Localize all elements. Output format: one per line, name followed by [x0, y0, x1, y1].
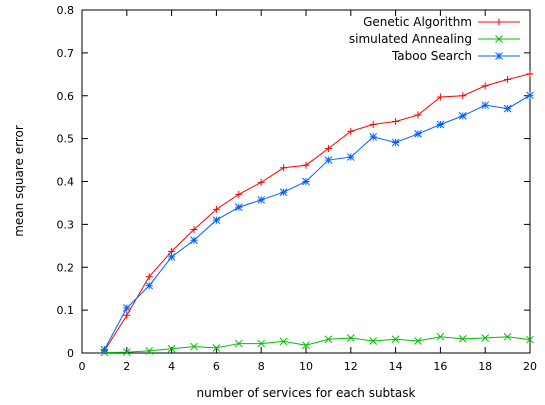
data-point — [145, 347, 154, 355]
y-tick-label: 0.8 — [57, 4, 75, 17]
data-point — [481, 334, 490, 342]
data-point — [459, 92, 467, 100]
data-point — [167, 344, 176, 353]
data-point — [167, 253, 176, 261]
data-point — [235, 190, 243, 198]
data-point — [369, 120, 377, 128]
data-point — [234, 203, 243, 212]
data-point — [391, 138, 400, 147]
x-tick-label: 6 — [213, 360, 220, 373]
legend-label: Taboo Search — [391, 49, 472, 63]
data-point — [369, 337, 378, 345]
data-point — [436, 120, 445, 129]
data-point — [145, 281, 154, 290]
y-axis-label: mean square error — [12, 125, 26, 237]
data-point — [526, 91, 534, 100]
x-tick-label: 14 — [389, 360, 403, 373]
data-point — [414, 130, 422, 138]
data-point — [190, 236, 198, 245]
data-point — [212, 216, 221, 224]
x-tick-label: 12 — [344, 360, 358, 373]
data-point — [458, 112, 467, 120]
data-point — [346, 334, 355, 342]
data-point — [257, 339, 266, 348]
data-point — [346, 153, 355, 161]
data-point — [257, 178, 265, 186]
data-point — [526, 335, 534, 344]
data-point — [279, 188, 288, 197]
x-tick-label: 20 — [523, 360, 537, 373]
x-tick-label: 4 — [168, 360, 175, 373]
y-tick-label: 0.5 — [57, 133, 75, 146]
series-line-1 — [104, 336, 531, 354]
series-line-2 — [103, 94, 531, 350]
legend: Genetic Algorithm simulated Annealing Tabo… — [349, 15, 520, 63]
data-point — [391, 335, 400, 344]
data-point — [212, 344, 221, 352]
data-point — [458, 334, 467, 343]
data-point — [302, 161, 310, 169]
data-point — [347, 127, 355, 135]
legend-marker — [495, 35, 503, 43]
x-axis-label: number of services for each subtask — [197, 386, 416, 400]
data-point — [504, 75, 512, 83]
data-point — [302, 341, 310, 350]
data-point — [481, 82, 489, 90]
data-point — [503, 332, 512, 341]
data-point — [503, 104, 512, 113]
x-tick-label: 2 — [123, 360, 130, 373]
data-point — [436, 93, 444, 101]
data-point — [392, 117, 400, 125]
data-point — [526, 70, 534, 78]
series-layer — [100, 70, 534, 357]
data-point — [190, 226, 198, 234]
data-point — [212, 205, 220, 213]
y-tick-label: 0.2 — [57, 261, 75, 274]
data-point — [280, 164, 288, 172]
data-point — [145, 273, 153, 281]
x-tick-label: 10 — [299, 360, 313, 373]
data-point — [100, 345, 109, 354]
axis-ticks: 0 2 4 6 8 10 12 14 16 18 20 0 0.1 0.2 0.3 0.4 0.5 0.6 0.7 0… — [57, 4, 538, 373]
legend-marker — [495, 18, 503, 26]
data-point — [324, 335, 333, 344]
x-tick-label: 0 — [79, 360, 86, 373]
data-point — [123, 311, 131, 319]
data-point — [302, 177, 310, 186]
series-line-0 — [103, 73, 531, 352]
legend-label: Genetic Algorithm — [363, 15, 472, 29]
data-point — [414, 337, 422, 345]
data-point — [279, 337, 288, 346]
x-tick-label: 18 — [478, 360, 492, 373]
y-tick-label: 0.4 — [57, 176, 75, 189]
legend-label: simulated Annealing — [349, 32, 472, 46]
y-tick-label: 0 — [67, 347, 74, 360]
y-tick-label: 0.1 — [57, 304, 75, 317]
data-point — [257, 196, 266, 204]
legend-marker — [495, 52, 503, 60]
data-point — [122, 304, 131, 312]
y-tick-label: 0.7 — [57, 47, 75, 60]
data-point — [234, 339, 243, 348]
x-tick-label: 8 — [258, 360, 265, 373]
data-point — [324, 156, 333, 164]
data-point — [369, 133, 378, 141]
data-point — [436, 332, 445, 341]
data-point — [481, 101, 490, 110]
y-tick-label: 0.3 — [57, 218, 75, 231]
y-tick-label: 0.6 — [57, 90, 75, 103]
data-point — [190, 342, 198, 351]
x-tick-label: 16 — [433, 360, 447, 373]
data-point — [414, 111, 422, 119]
data-point — [324, 144, 332, 152]
data-point — [122, 348, 131, 356]
